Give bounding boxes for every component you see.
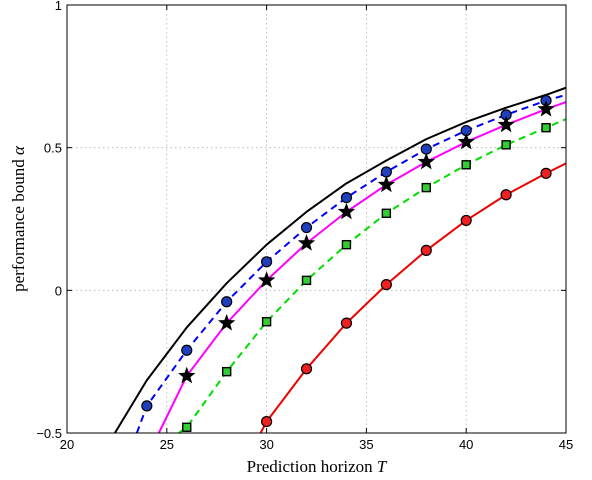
marker-star bbox=[377, 175, 396, 193]
y-tick-label: −0.5 bbox=[36, 426, 62, 441]
marker-star bbox=[178, 366, 196, 384]
marker-square bbox=[341, 239, 352, 250]
plot-frame bbox=[66, 4, 567, 434]
marker-square bbox=[501, 140, 511, 150]
y-tick-label: 0.5 bbox=[44, 141, 62, 156]
marker-square bbox=[421, 182, 431, 193]
y-tick-label: 1 bbox=[55, 0, 62, 13]
marker-circle bbox=[261, 415, 273, 428]
marker-square bbox=[461, 160, 471, 170]
marker-circle bbox=[181, 344, 193, 356]
marker-star bbox=[457, 132, 475, 150]
series-line-3 bbox=[157, 101, 567, 434]
marker-circle bbox=[380, 166, 392, 178]
marker-star bbox=[537, 100, 555, 117]
marker-circle bbox=[221, 296, 233, 308]
marker-circle bbox=[261, 256, 273, 268]
marker-circle bbox=[380, 279, 392, 291]
marker-square bbox=[182, 422, 192, 432]
marker-circle bbox=[460, 214, 472, 227]
marker-square bbox=[381, 208, 392, 218]
marker-circle bbox=[420, 244, 432, 256]
marker-circle bbox=[420, 143, 432, 155]
x-tick-label: 45 bbox=[559, 437, 573, 452]
series-line-4 bbox=[178, 118, 567, 434]
marker-circle bbox=[300, 363, 313, 375]
x-axis-label: Prediction horizon T bbox=[247, 457, 388, 476]
marker-square bbox=[221, 366, 232, 377]
series-line-1 bbox=[114, 86, 567, 434]
series-line-5 bbox=[259, 162, 567, 434]
marker-square bbox=[261, 317, 272, 327]
marker-star bbox=[297, 234, 316, 251]
x-tick-label: 20 bbox=[60, 437, 74, 452]
marker-circle bbox=[340, 317, 353, 329]
marker-circle bbox=[141, 400, 153, 412]
marker-circle bbox=[340, 192, 353, 204]
x-tick-label: 25 bbox=[160, 437, 174, 452]
marker-star bbox=[497, 115, 515, 133]
x-tick-label: 40 bbox=[459, 437, 473, 452]
marker-circle bbox=[500, 189, 512, 201]
axis-ticks: 20 25 30 35 40 45 −0.5 0 0.5 1 bbox=[36, 0, 573, 452]
marker-circle bbox=[300, 221, 313, 234]
marker-square bbox=[541, 122, 551, 133]
grid bbox=[67, 5, 566, 433]
marker-square bbox=[301, 275, 312, 286]
marker-star bbox=[257, 271, 276, 288]
series-markers bbox=[141, 94, 555, 432]
marker-circle bbox=[540, 167, 552, 179]
x-tick-label: 30 bbox=[259, 437, 273, 452]
y-tick-label: 0 bbox=[55, 283, 62, 298]
marker-star bbox=[337, 202, 356, 220]
marker-star bbox=[417, 152, 435, 170]
y-axis-label: performance bound α bbox=[9, 145, 28, 292]
x-tick-label: 35 bbox=[359, 437, 373, 452]
marker-star bbox=[217, 314, 236, 331]
